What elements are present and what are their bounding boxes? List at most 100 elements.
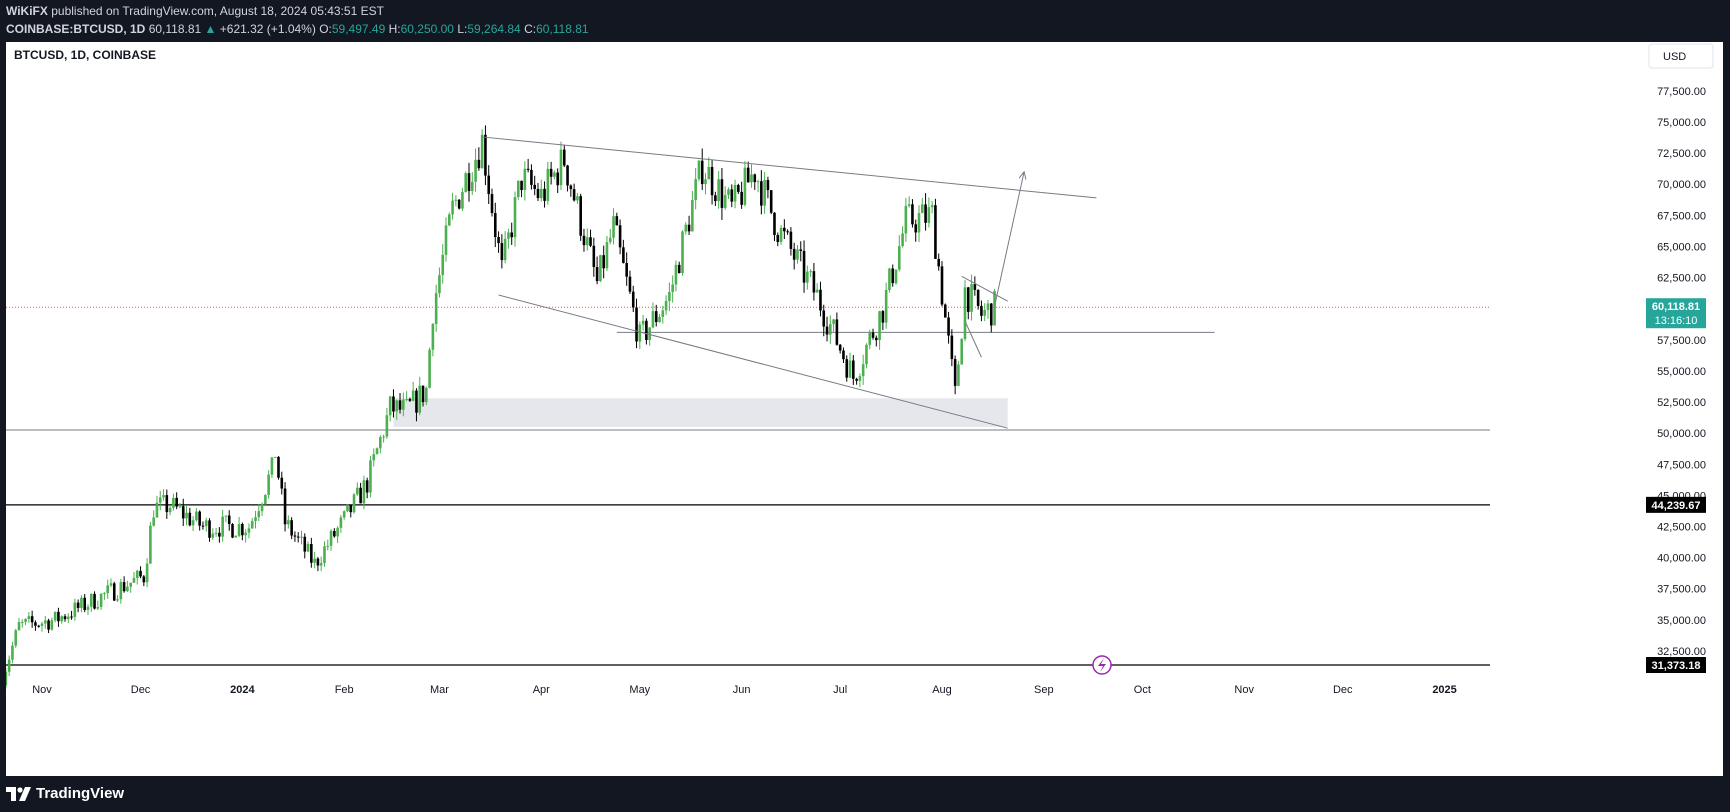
x-tick-label: Jul bbox=[833, 684, 847, 696]
candle-body bbox=[661, 310, 665, 317]
candle-body bbox=[924, 204, 927, 223]
candle-body bbox=[694, 179, 697, 201]
candle-body bbox=[917, 213, 921, 233]
candle-body bbox=[152, 517, 155, 526]
y-tick-label: 37,500.00 bbox=[1657, 584, 1706, 596]
candle-body bbox=[218, 532, 221, 537]
candle-body bbox=[989, 303, 993, 326]
candle-body bbox=[162, 495, 165, 498]
candle-body bbox=[132, 578, 136, 583]
candle-body bbox=[438, 275, 441, 294]
candle-body bbox=[500, 243, 504, 261]
trendline-3[interactable] bbox=[964, 320, 982, 358]
candle-body bbox=[76, 602, 80, 608]
candle-body bbox=[329, 530, 333, 546]
candle-body bbox=[336, 527, 339, 537]
candle-body bbox=[733, 185, 737, 202]
candle-body bbox=[303, 536, 307, 552]
candle-body bbox=[691, 200, 694, 232]
publisher-name[interactable]: WiKiFX bbox=[6, 4, 48, 18]
candle-body bbox=[602, 255, 605, 269]
symbol-label: COINBASE:BTCUSD, 1D bbox=[6, 22, 146, 36]
candle-body bbox=[300, 536, 303, 538]
low-label: L: bbox=[457, 22, 468, 36]
candle-body bbox=[365, 480, 369, 493]
candle-body bbox=[927, 207, 931, 223]
y-tick-label: 65,000.00 bbox=[1657, 241, 1706, 253]
published-text: published on TradingView.com, August 18,… bbox=[51, 4, 384, 18]
candle-body bbox=[855, 378, 858, 381]
x-tick-label: Aug bbox=[932, 684, 952, 696]
candle-body bbox=[112, 583, 116, 601]
candle-body bbox=[973, 284, 977, 290]
projection-arrow-line[interactable] bbox=[994, 171, 1025, 307]
candle-body bbox=[838, 344, 842, 351]
candle-body bbox=[428, 349, 431, 388]
candle-body bbox=[585, 237, 589, 246]
x-tick-label: Oct bbox=[1134, 684, 1151, 696]
candle-body bbox=[70, 616, 73, 618]
candle-body bbox=[273, 456, 277, 458]
open-label: O: bbox=[319, 22, 332, 36]
candle-body bbox=[257, 511, 261, 518]
chart-pane[interactable]: BTCUSD, 1D, COINBASE USD 32,500.00 35,000… bbox=[6, 42, 1723, 776]
candle-body bbox=[106, 585, 109, 594]
alert-flash-icon[interactable] bbox=[1092, 655, 1112, 675]
candle-body bbox=[592, 245, 596, 267]
candle-body bbox=[865, 344, 868, 365]
candle-body bbox=[740, 191, 743, 205]
candle-body bbox=[576, 196, 579, 201]
candle-body bbox=[20, 621, 24, 623]
candle-body bbox=[993, 291, 996, 326]
candle-body bbox=[861, 364, 865, 377]
candle-body bbox=[165, 495, 169, 513]
candle-body bbox=[901, 233, 904, 247]
candle-body bbox=[224, 515, 228, 517]
candle-body bbox=[953, 359, 957, 386]
candle-body bbox=[615, 216, 619, 226]
candle-body bbox=[135, 570, 139, 579]
candle-body bbox=[60, 616, 64, 622]
price-chart[interactable]: BTCUSD, 1D, COINBASE USD 32,500.00 35,000… bbox=[6, 42, 1723, 776]
candle-body bbox=[599, 255, 602, 282]
tradingview-logo[interactable]: TradingView bbox=[6, 785, 124, 802]
candle-body bbox=[277, 456, 280, 478]
candle-body bbox=[825, 326, 829, 335]
change-up-icon: ▲ bbox=[204, 22, 217, 36]
candle-body bbox=[83, 597, 87, 610]
currency-button[interactable]: USD bbox=[1648, 43, 1714, 69]
candle-body bbox=[536, 188, 540, 199]
candle-body bbox=[983, 309, 987, 316]
candle-body bbox=[24, 618, 27, 622]
y-tick-label: 42,500.00 bbox=[1657, 522, 1706, 534]
trendline-1[interactable] bbox=[498, 294, 1008, 429]
candle-body bbox=[533, 184, 537, 189]
candle-body bbox=[605, 242, 609, 269]
candle-body bbox=[539, 188, 543, 199]
y-tick-label: 72,500.00 bbox=[1657, 148, 1706, 160]
candle-body bbox=[487, 175, 491, 195]
candle-body bbox=[760, 181, 763, 206]
candle-body bbox=[145, 563, 149, 583]
x-tick-label: 2024 bbox=[230, 684, 255, 696]
candle-body bbox=[809, 271, 812, 273]
support-zone[interactable] bbox=[393, 398, 1008, 427]
x-tick-label: Dec bbox=[1333, 684, 1353, 696]
candle-body bbox=[769, 190, 773, 213]
candle-body bbox=[530, 169, 533, 185]
candle-body bbox=[129, 582, 132, 587]
x-tick-label: Nov bbox=[32, 684, 52, 696]
candle-body bbox=[227, 515, 231, 525]
candle-body bbox=[960, 339, 964, 365]
candle-body bbox=[402, 399, 405, 410]
level-price-tag-label: 31,373.18 bbox=[1652, 660, 1701, 672]
candle-body bbox=[618, 225, 622, 248]
candle-body bbox=[980, 305, 983, 316]
trendline-2[interactable] bbox=[961, 275, 1008, 302]
candle-body bbox=[310, 544, 313, 563]
candle-body bbox=[103, 593, 106, 595]
trendline-0[interactable] bbox=[482, 136, 1097, 199]
x-tick-label: Dec bbox=[131, 684, 151, 696]
candle-body bbox=[122, 582, 126, 592]
candle-body bbox=[382, 436, 385, 438]
